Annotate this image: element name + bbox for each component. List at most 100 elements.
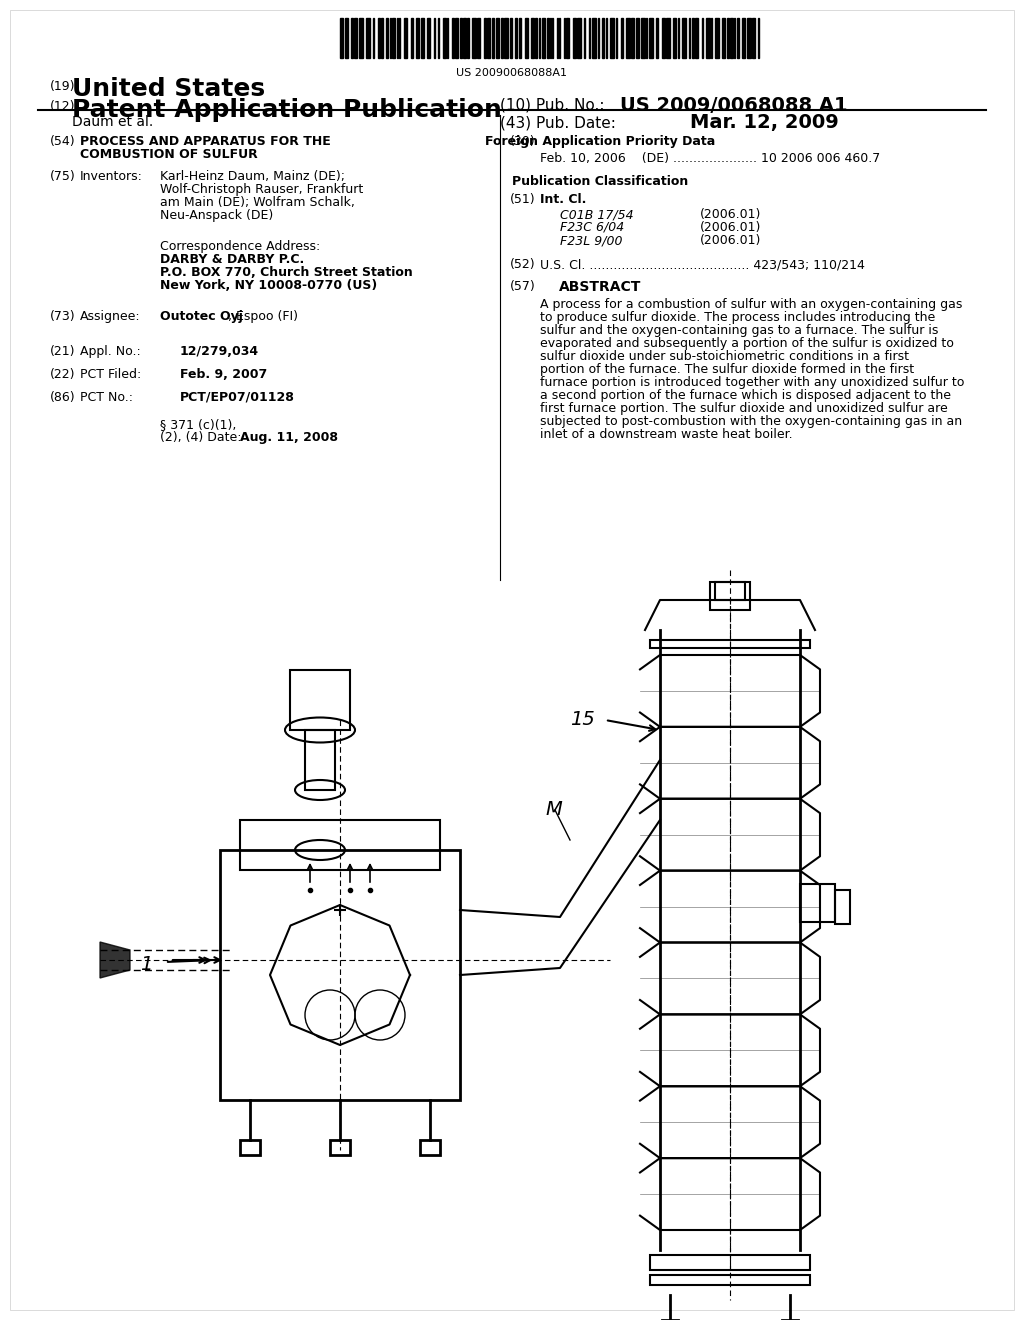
Bar xyxy=(650,640,810,648)
Bar xyxy=(602,18,603,58)
Text: (10) Pub. No.:: (10) Pub. No.: xyxy=(500,98,604,114)
Bar xyxy=(456,18,458,58)
Bar xyxy=(421,18,425,58)
Text: (75): (75) xyxy=(50,170,76,183)
Bar xyxy=(800,883,835,921)
Bar xyxy=(305,730,335,789)
Bar xyxy=(656,18,658,58)
Bar xyxy=(650,1255,810,1270)
Bar xyxy=(353,18,357,58)
Bar xyxy=(730,18,732,58)
Bar xyxy=(403,18,408,58)
Bar xyxy=(525,18,528,58)
Bar xyxy=(477,18,480,58)
Bar xyxy=(727,18,729,58)
Bar xyxy=(373,18,374,58)
Text: Mar. 12, 2009: Mar. 12, 2009 xyxy=(690,114,839,132)
Text: Feb. 9, 2007: Feb. 9, 2007 xyxy=(180,368,267,381)
Text: F23L 9/00: F23L 9/00 xyxy=(560,234,623,247)
Text: US 2009/0068088 A1: US 2009/0068088 A1 xyxy=(620,96,848,115)
Bar xyxy=(290,671,350,730)
Text: COMBUSTION OF SULFUR: COMBUSTION OF SULFUR xyxy=(80,148,258,161)
Bar xyxy=(589,18,590,58)
Text: PCT Filed:: PCT Filed: xyxy=(80,368,141,381)
Bar xyxy=(734,18,735,58)
Bar xyxy=(460,18,462,58)
Text: sulfur dioxide under sub-stoichiometric conditions in a first: sulfur dioxide under sub-stoichiometric … xyxy=(540,350,909,363)
Bar xyxy=(722,18,725,58)
Text: DARBY & DARBY P.C.: DARBY & DARBY P.C. xyxy=(160,253,304,267)
Text: New York, NY 10008-0770 (US): New York, NY 10008-0770 (US) xyxy=(160,279,377,292)
Text: § 371 (c)(1),: § 371 (c)(1), xyxy=(160,418,237,432)
Bar xyxy=(417,18,419,58)
Bar xyxy=(650,1275,810,1284)
Text: PROCESS AND APPARATUS FOR THE: PROCESS AND APPARATUS FOR THE xyxy=(80,135,331,148)
Bar xyxy=(748,18,751,58)
Bar xyxy=(741,18,745,58)
Text: (22): (22) xyxy=(50,368,76,381)
Text: , Espoo (FI): , Espoo (FI) xyxy=(228,310,298,323)
Bar xyxy=(472,18,476,58)
Bar xyxy=(340,18,343,58)
Bar xyxy=(641,18,645,58)
Bar xyxy=(716,18,719,58)
Text: Wolf-Christoph Rauser, Frankfurt: Wolf-Christoph Rauser, Frankfurt xyxy=(160,183,364,195)
Polygon shape xyxy=(100,942,130,978)
Bar xyxy=(592,18,596,58)
Text: P.O. BOX 770, Church Street Station: P.O. BOX 770, Church Street Station xyxy=(160,267,413,279)
Bar xyxy=(427,18,430,58)
Bar xyxy=(483,18,486,58)
Bar xyxy=(557,18,558,58)
Bar xyxy=(667,18,670,58)
Bar xyxy=(447,18,449,58)
Text: Karl-Heinz Daum, Mainz (DE);: Karl-Heinz Daum, Mainz (DE); xyxy=(160,170,345,183)
Bar xyxy=(758,18,759,58)
Text: Aug. 11, 2008: Aug. 11, 2008 xyxy=(240,432,338,444)
Text: Daum et al.: Daum et al. xyxy=(72,115,154,129)
Text: furnace portion is introduced together with any unoxidized sulfur to: furnace portion is introduced together w… xyxy=(540,376,965,389)
Bar xyxy=(678,18,679,58)
Text: (21): (21) xyxy=(50,345,76,358)
Text: PCT No.:: PCT No.: xyxy=(80,391,133,404)
Bar xyxy=(673,18,676,58)
Text: to produce sulfur dioxide. The process includes introducing the: to produce sulfur dioxide. The process i… xyxy=(540,312,935,323)
Bar xyxy=(381,18,383,58)
Bar xyxy=(711,18,712,58)
Text: Patent Application Publication: Patent Application Publication xyxy=(72,98,502,121)
Text: (2006.01): (2006.01) xyxy=(700,209,762,220)
Bar xyxy=(344,18,348,58)
Text: Foreign Application Priority Data: Foreign Application Priority Data xyxy=(485,135,715,148)
Bar xyxy=(649,18,652,58)
Bar xyxy=(552,18,553,58)
Text: ABSTRACT: ABSTRACT xyxy=(559,280,641,294)
Bar xyxy=(505,18,508,58)
Bar xyxy=(627,18,630,58)
Bar xyxy=(399,18,400,58)
Text: A process for a combustion of sulfur with an oxygen-containing gas: A process for a combustion of sulfur wit… xyxy=(540,298,963,312)
Bar xyxy=(636,18,639,58)
Text: U.S. Cl. ........................................ 423/543; 110/214: U.S. Cl. ...............................… xyxy=(540,257,865,271)
Text: C01B 17/54: C01B 17/54 xyxy=(560,209,634,220)
Bar xyxy=(835,890,850,924)
Bar xyxy=(737,18,739,58)
Text: M: M xyxy=(545,800,562,818)
Bar xyxy=(492,18,494,58)
Bar xyxy=(572,18,577,58)
Text: subjected to post-combustion with the oxygen-containing gas in an: subjected to post-combustion with the ox… xyxy=(540,414,963,428)
Bar xyxy=(386,18,388,58)
Text: inlet of a downstream waste heat boiler.: inlet of a downstream waste heat boiler. xyxy=(540,428,793,441)
Bar xyxy=(610,18,614,58)
Bar xyxy=(392,18,395,58)
Bar xyxy=(390,18,391,58)
Bar xyxy=(530,18,535,58)
Bar xyxy=(536,18,538,58)
Bar xyxy=(433,18,435,58)
Text: portion of the furnace. The sulfur dioxide formed in the first: portion of the furnace. The sulfur dioxi… xyxy=(540,363,914,376)
Bar xyxy=(566,18,569,58)
Text: a second portion of the furnace which is disposed adjacent to the: a second portion of the furnace which is… xyxy=(540,389,951,403)
Text: (2006.01): (2006.01) xyxy=(700,220,762,234)
Text: 12/279,034: 12/279,034 xyxy=(180,345,259,358)
Bar xyxy=(519,18,521,58)
Text: Outotec Oyj: Outotec Oyj xyxy=(160,310,243,323)
Text: Appl. No.:: Appl. No.: xyxy=(80,345,140,358)
